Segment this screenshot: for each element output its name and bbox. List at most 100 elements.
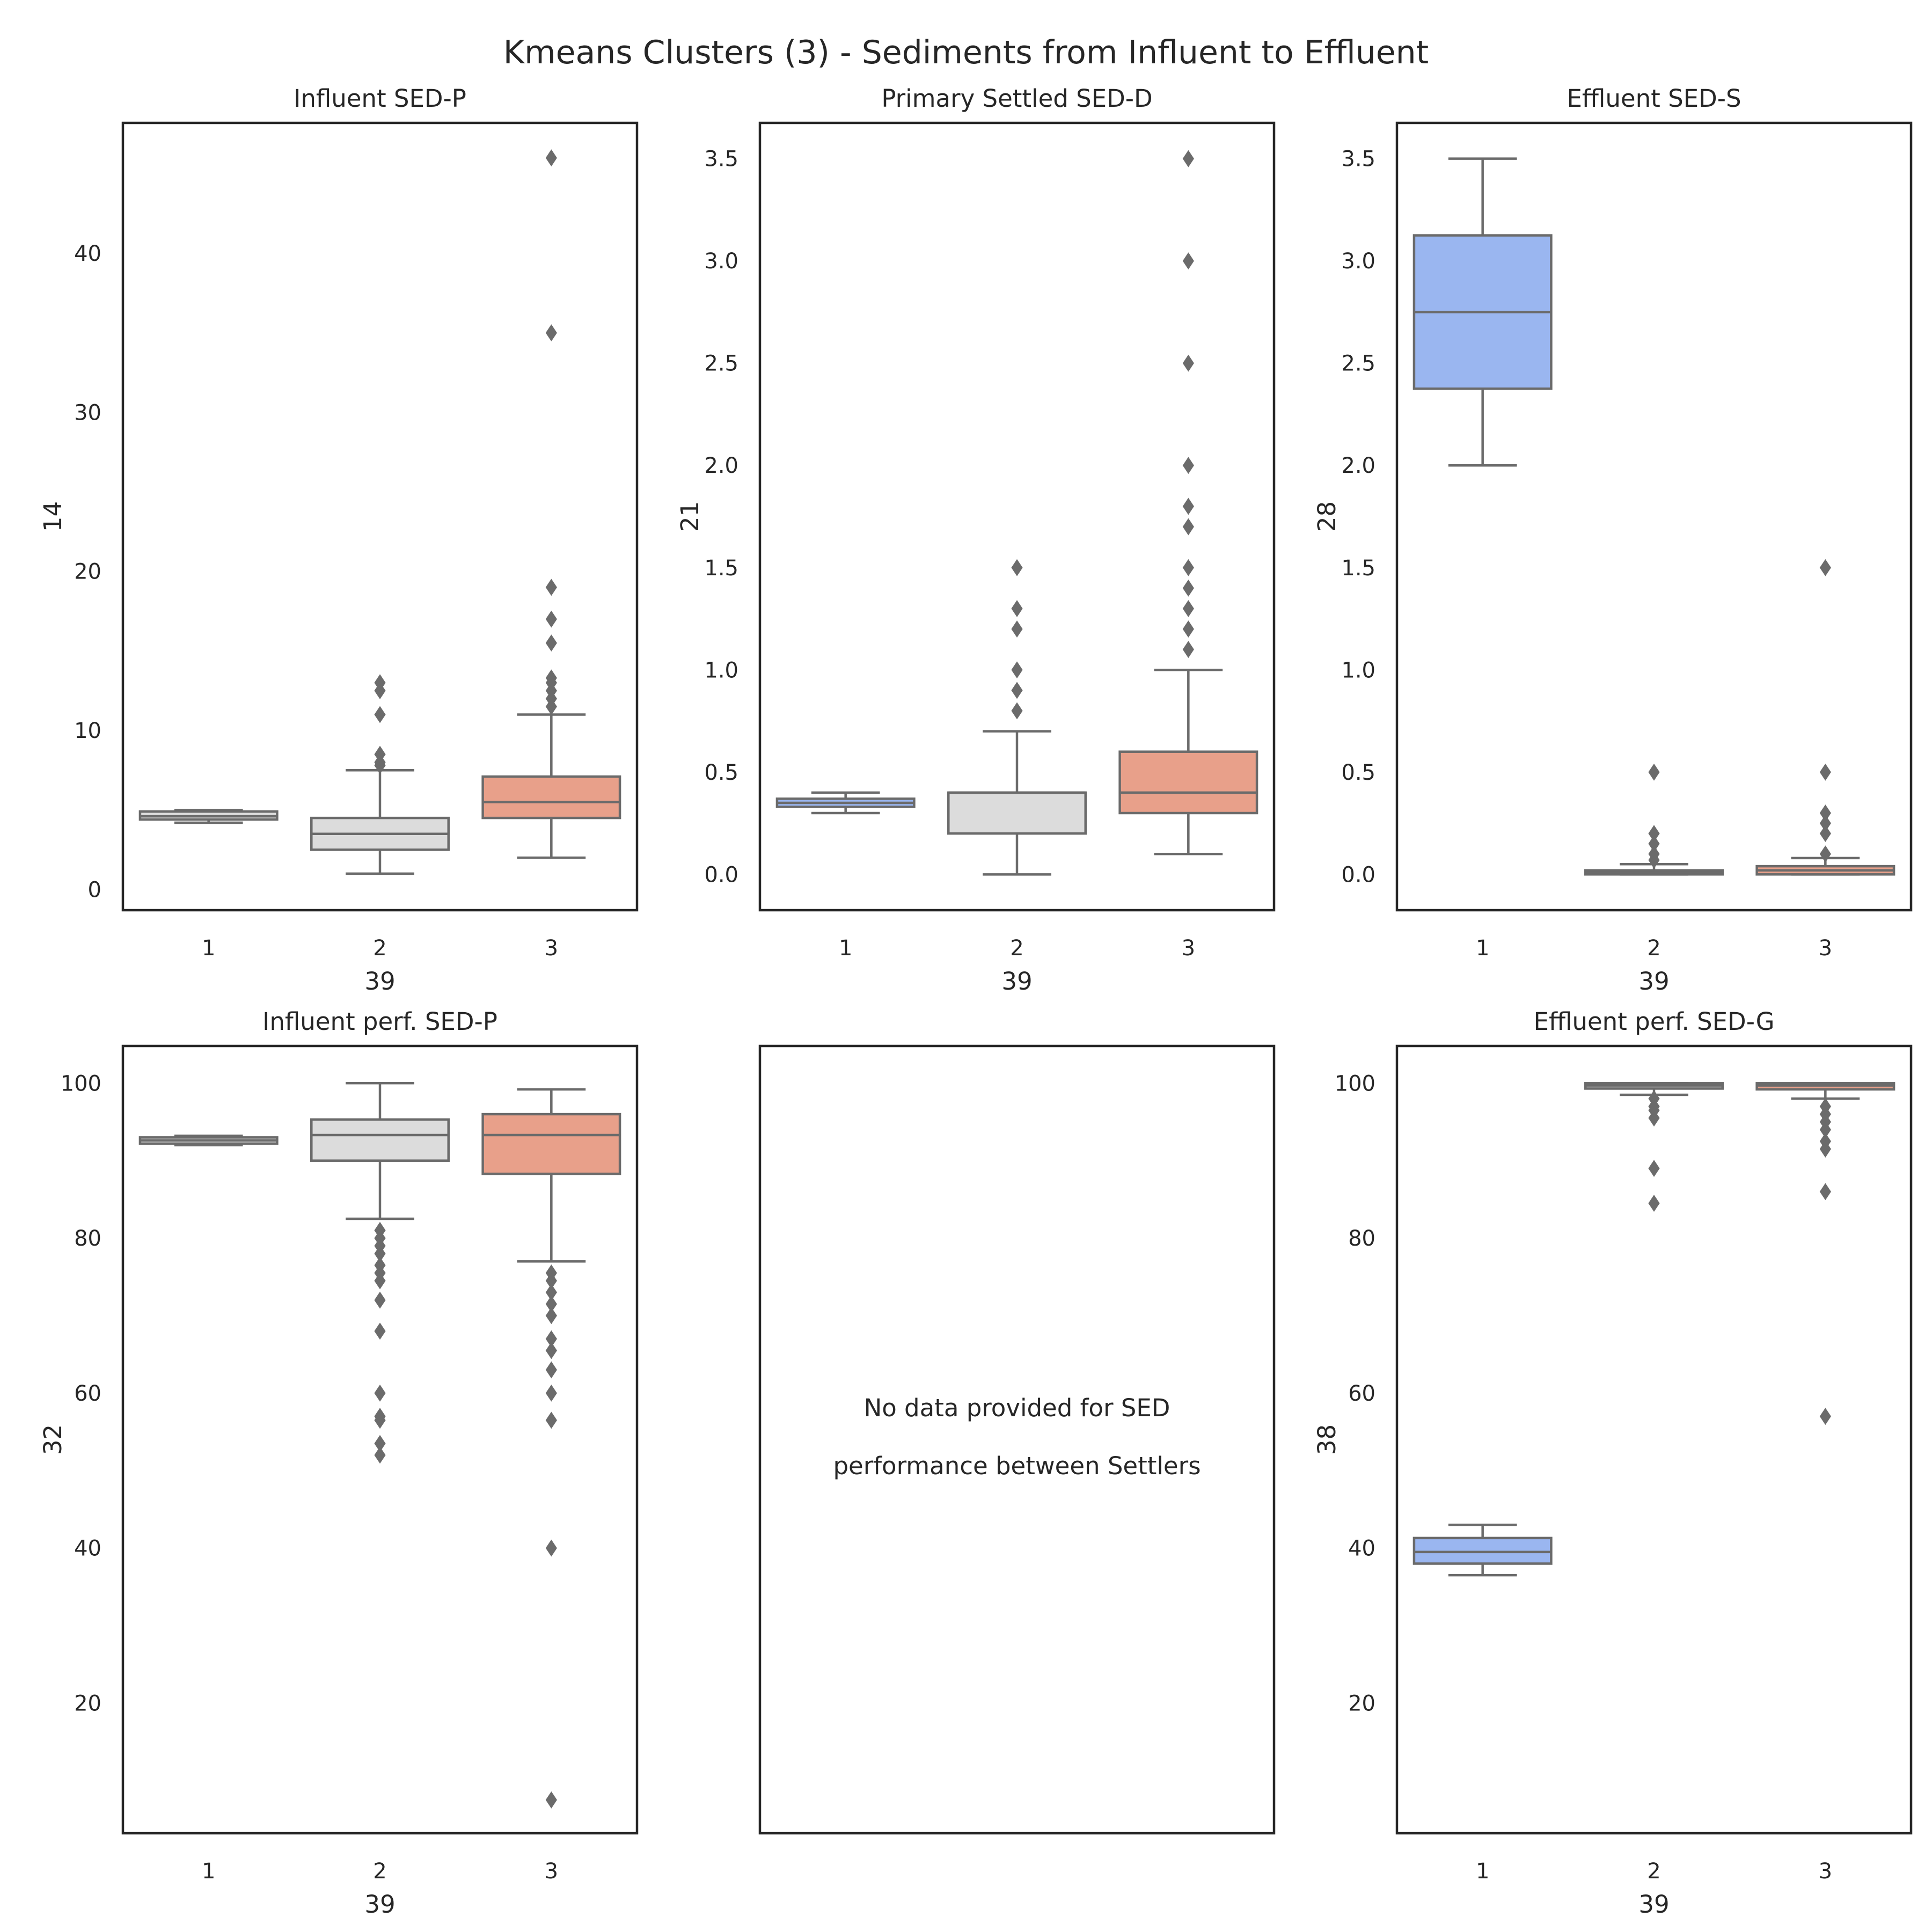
y-tick-label: 0.0 [1341,862,1375,887]
outlier-point [1182,457,1194,474]
box-cluster-1 [1413,1524,1553,1577]
outlier-point [1819,825,1831,843]
panel-1: Influent SED-P 0 10 20 30 40 1 2 3 39 14 [39,84,639,996]
outlier-point [545,634,557,652]
outlier-point [1819,1183,1831,1201]
box-body [1118,750,1258,815]
box-cluster-1 [138,1135,279,1147]
panel-title: Effluent SED-S [1567,84,1741,113]
outlier-point [374,1272,386,1290]
y-tick-label: 0.5 [1341,760,1375,785]
x-tick-label: 1 [1476,1859,1489,1884]
y-tick-label: 30 [74,400,101,425]
y-tick-label: 2.5 [1341,352,1375,376]
y-tick-label: 80 [74,1226,101,1251]
y-tick-label: 0 [88,877,101,902]
outlier-point [1182,150,1194,167]
plot-frame [121,1044,639,1835]
plot-frame [1395,1044,1913,1835]
panel-6: Effluent perf. SED-G 20 40 60 80 100 1 2 3 39 38 [1313,1007,1913,1919]
outlier-point [545,324,557,342]
outlier-point [545,1307,557,1324]
x-tick-label: 2 [1010,936,1023,961]
outlier-point [1648,825,1660,843]
outlier-point [545,610,557,628]
outlier-point [1011,661,1023,679]
x-tick-label: 2 [373,1859,386,1884]
box-body [310,1118,450,1162]
outlier-point [1182,579,1194,597]
outlier-point [545,669,557,687]
outlier-point [545,1411,557,1429]
outlier-point [374,706,386,723]
box-cluster-1 [1413,157,1553,467]
outlier-point [374,1291,386,1309]
y-tick-label: 60 [1348,1381,1375,1406]
x-tick-label: 2 [1647,936,1660,961]
y-tick-label: 20 [1348,1691,1375,1716]
y-axis-label: 21 [676,501,704,532]
y-tick-label: 40 [74,241,101,266]
x-axis-label: 39 [1001,967,1032,996]
outlier-point [1819,1408,1831,1425]
panel-4: Influent perf. SED-P 20 40 60 80 100 1 2 3 39 32 [39,1007,639,1919]
x-tick-label: 3 [1819,936,1832,961]
y-axis-label: 32 [39,1424,67,1455]
x-axis-label: 39 [364,1890,395,1919]
outlier-point [374,1446,386,1464]
y-tick-label: 1.5 [704,556,738,581]
y-tick-label: 3.0 [1341,249,1375,274]
outlier-point [1182,600,1194,617]
outlier-point [1819,763,1831,781]
outlier-point [374,1384,386,1402]
outlier-point [1182,518,1194,536]
y-tick-label: 2.0 [704,453,738,478]
y-tick-label: 10 [74,719,101,743]
box-body [481,1113,621,1175]
x-tick-label: 3 [1819,1859,1832,1884]
outlier-point [1648,845,1660,863]
outlier-point [545,579,557,596]
box-body [481,775,621,819]
plot-frame [121,121,639,912]
box-cluster-2 [310,674,450,875]
y-tick-label: 3.0 [704,249,738,274]
x-tick-label: 3 [1182,936,1195,961]
y-tick-label: 1.0 [1341,658,1375,683]
y-tick-label: 20 [74,560,101,584]
y-tick-label: 2.5 [704,352,738,376]
outlier-point [545,1539,557,1557]
panels: Influent SED-P 0 10 20 30 40 1 2 3 39 14 Primary Se… [39,84,1913,1919]
outlier-point [1011,702,1023,720]
panel-title: Primary Settled SED-D [881,84,1152,113]
panel-2: Primary Settled SED-D 0.0 0.5 1.0 1.5 2.0 2.5 3… [676,84,1276,996]
box-cluster-3 [481,1088,621,1809]
outlier-point [1819,815,1831,832]
outlier-point [1648,763,1660,781]
outlier-point [545,1384,557,1402]
y-tick-label: 80 [1348,1226,1375,1251]
outlier-point [1182,641,1194,658]
outlier-point [1819,559,1831,576]
y-tick-label: 0.0 [704,862,738,887]
x-tick-label: 1 [202,1859,215,1884]
y-tick-label: 2.0 [1341,453,1375,478]
box-cluster-1 [138,809,279,824]
outlier-point [374,1322,386,1340]
x-tick-label: 1 [839,936,852,961]
x-tick-label: 3 [545,936,558,961]
plot-frame [758,1044,1276,1835]
box-cluster-2 [310,1082,450,1464]
y-tick-label: 0.5 [704,760,738,785]
outlier-point [1819,845,1831,863]
box-cluster-3 [481,149,621,859]
y-tick-label: 100 [1335,1071,1375,1096]
no-data-note-line: performance between Settlers [833,1452,1201,1480]
x-axis-label: 39 [1638,1890,1669,1919]
y-tick-label: 3.5 [704,147,738,172]
panel-title: Influent SED-P [294,84,466,113]
outlier-point [1648,1195,1660,1212]
outlier-point [1182,252,1194,270]
plot-frame [758,121,1276,912]
